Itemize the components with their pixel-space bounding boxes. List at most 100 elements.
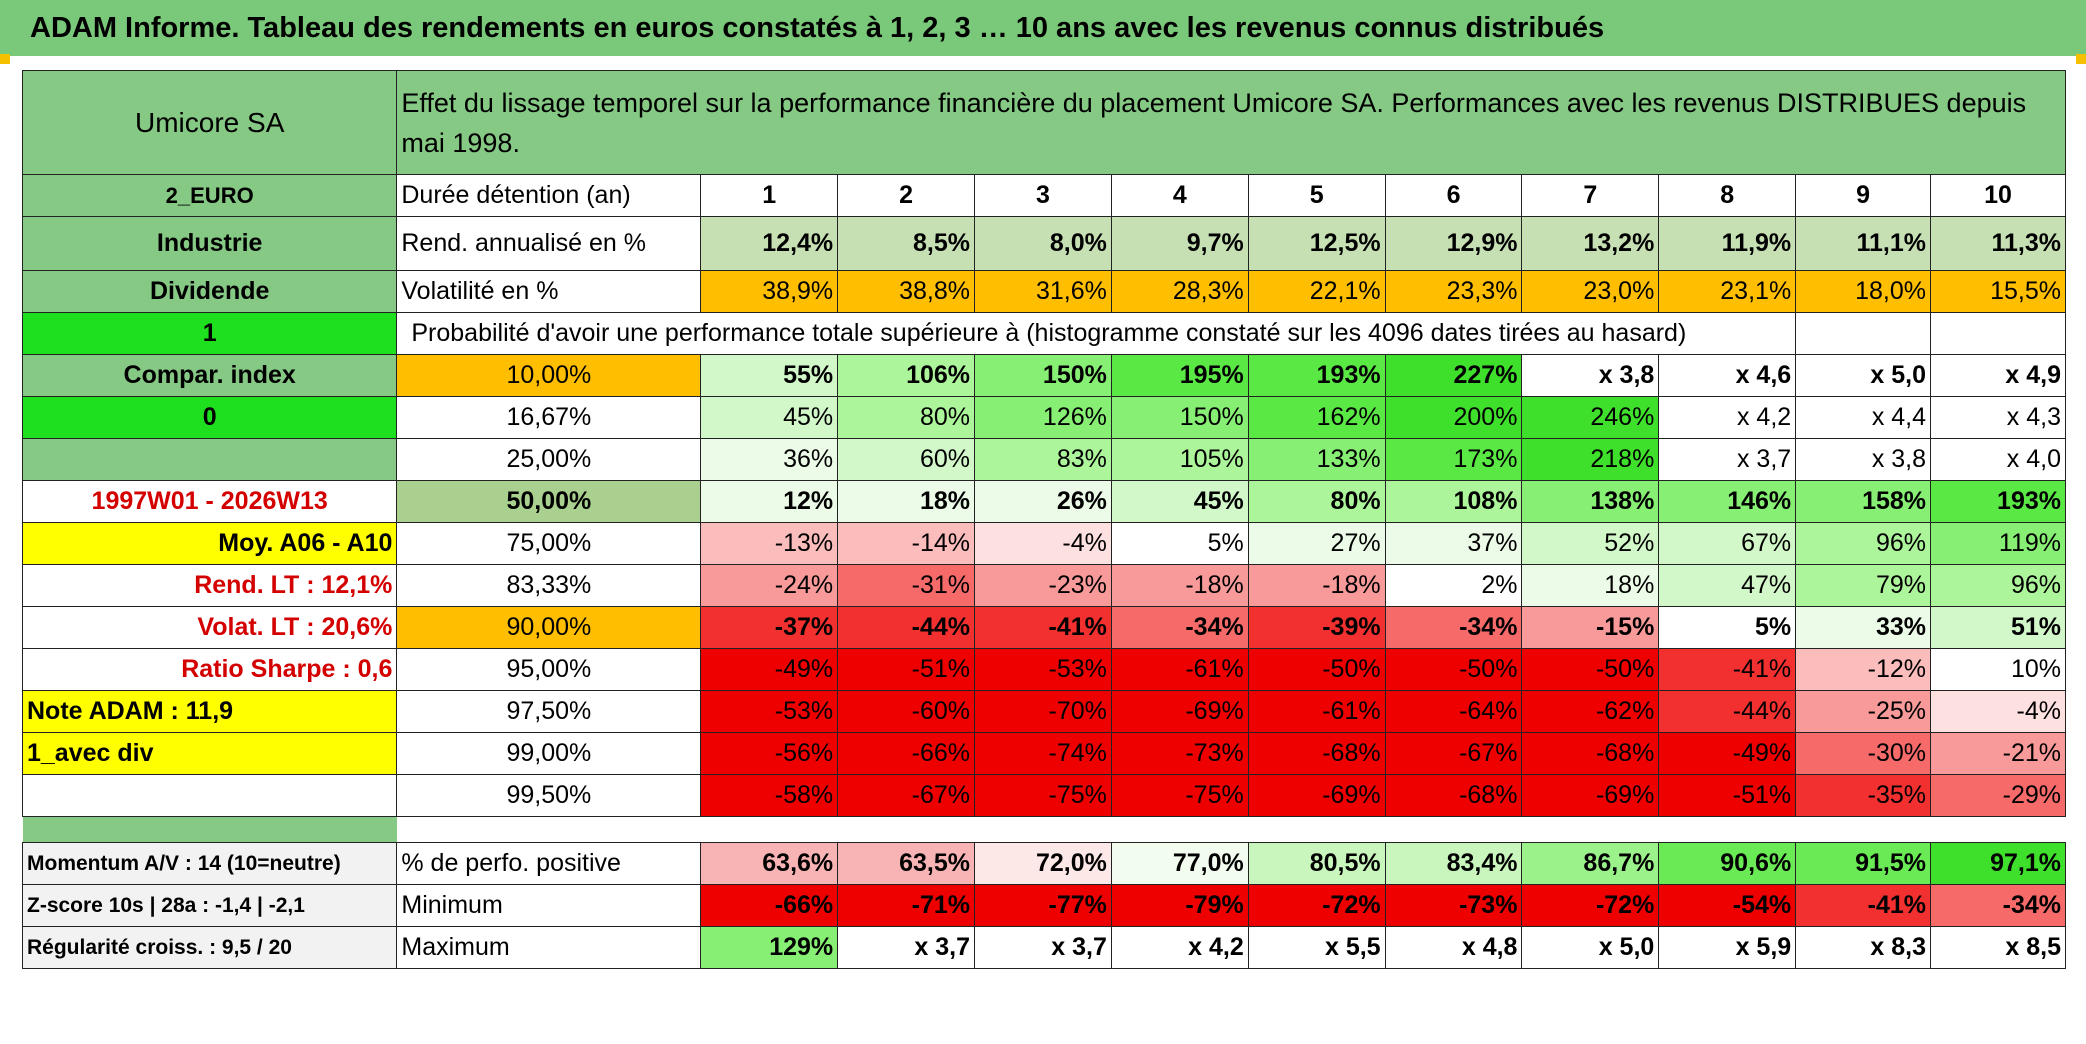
quantile-value: -12% <box>1795 648 1932 691</box>
gap-cell <box>975 817 1112 843</box>
positive-value: 72,0% <box>974 842 1112 885</box>
quantile-label: 16,67% <box>396 396 702 439</box>
quantile-value: x 4,6 <box>1658 354 1797 397</box>
adam-score: Note ADAM : 11,9 <box>21 690 398 733</box>
maximum-value: x 3,7 <box>974 926 1112 969</box>
quantile-value: -49% <box>700 648 839 691</box>
quantile-value: -31% <box>837 564 976 607</box>
annualized-value: 8,5% <box>837 216 976 271</box>
minimum-value: -34% <box>1930 884 2066 927</box>
duration-row: 2_EURO Durée détention (an) 1 2 3 4 5 6 7 8 9 10 <box>21 174 2066 217</box>
positive-value: 97,1% <box>1930 842 2066 885</box>
probability-row: 1 Probabilité d'avoir une performance tot… <box>21 312 2066 355</box>
duration-year: 1 <box>700 174 839 217</box>
quantile-value: -41% <box>974 606 1112 649</box>
gap-cell <box>1659 817 1796 843</box>
quantile-value: 55% <box>700 354 839 397</box>
maximum-value: 129% <box>700 926 839 969</box>
quantile-value: 60% <box>837 438 976 481</box>
quantile-value: -4% <box>974 522 1112 565</box>
quantile-value: 27% <box>1247 522 1386 565</box>
gap-cell <box>1385 817 1522 843</box>
quantile-value: 80% <box>1247 480 1386 523</box>
annualized-value: 12,4% <box>700 216 839 271</box>
gap-row <box>22 816 2066 843</box>
empty-cell <box>1795 312 1932 355</box>
quantile-value: 18% <box>1521 564 1660 607</box>
distribution-label: Dividende <box>21 270 398 313</box>
quantile-value: -58% <box>700 774 839 817</box>
quantile-row: 25,00% 36% 60% 83% 105% 133% 173% 218% x 3,7 x 3,… <box>21 438 2066 481</box>
quantile-value: 52% <box>1521 522 1660 565</box>
quantile-value: -44% <box>837 606 976 649</box>
flag-one: 1 <box>21 312 398 355</box>
positive-value: 86,7% <box>1521 842 1660 885</box>
zscore-label: Z-score 10s | 28a : -1,4 | -2,1 <box>21 884 398 927</box>
duration-year: 9 <box>1795 174 1932 217</box>
annualized-row: Industrie Rend. annualisé en % 12,4% 8,5% 8,… <box>21 216 2066 271</box>
quantile-value: -70% <box>974 690 1112 733</box>
volatility-value: 28,3% <box>1110 270 1249 313</box>
quantile-value: 218% <box>1521 438 1660 481</box>
quantile-label: 10,00% <box>396 354 702 397</box>
quantile-value: -18% <box>1110 564 1249 607</box>
annualized-value: 8,0% <box>974 216 1112 271</box>
quantile-value: 133% <box>1247 438 1386 481</box>
quantile-value: x 4,2 <box>1658 396 1797 439</box>
empty-side-cell <box>21 774 398 817</box>
positive-value: 91,5% <box>1795 842 1932 885</box>
positive-value: 80,5% <box>1247 842 1386 885</box>
quantile-row: 99,50% -58% -67% -75% -75% -69% -68% -69% -51% -3… <box>21 774 2066 817</box>
quantile-value: 5% <box>1658 606 1797 649</box>
volatility-value: 23,3% <box>1384 270 1523 313</box>
volatility-value: 38,8% <box>837 270 976 313</box>
quantile-value: 47% <box>1658 564 1797 607</box>
minimum-value: -79% <box>1110 884 1249 927</box>
volatility-value: 23,0% <box>1521 270 1660 313</box>
minimum-value: -72% <box>1247 884 1386 927</box>
quantile-label: 75,00% <box>396 522 702 565</box>
quantile-value: 246% <box>1521 396 1660 439</box>
quantile-value: -34% <box>1384 606 1523 649</box>
currency-label: 2_EURO <box>21 174 398 217</box>
duration-year: 10 <box>1930 174 2066 217</box>
annualized-value: 13,2% <box>1521 216 1660 271</box>
quantile-row: Ratio Sharpe : 0,6 95,00% -49% -51% -53% -61%… <box>21 648 2066 691</box>
quantile-value: 138% <box>1521 480 1660 523</box>
header-row: Umicore SA Effet du lissage temporel sur … <box>21 70 2066 175</box>
minimum-row: Z-score 10s | 28a : -1,4 | -2,1 Minimum -6… <box>21 884 2066 927</box>
quantile-label: 97,50% <box>396 690 702 733</box>
maximum-value: x 5,5 <box>1247 926 1386 969</box>
positive-value: 83,4% <box>1384 842 1523 885</box>
probability-title: Probabilité d'avoir une performance tota… <box>396 312 1797 355</box>
quantile-value: -24% <box>700 564 839 607</box>
empty-side-cell <box>21 438 398 481</box>
quantile-value: 96% <box>1930 564 2066 607</box>
average-label: Moy. A06 - A10 <box>21 522 398 565</box>
empty-cell <box>1930 312 2066 355</box>
gap-left <box>22 816 397 843</box>
volatility-value: 22,1% <box>1247 270 1386 313</box>
quantile-value: -44% <box>1658 690 1797 733</box>
quantile-value: 173% <box>1384 438 1523 481</box>
annualized-value: 9,7% <box>1110 216 1249 271</box>
duration-year: 7 <box>1521 174 1660 217</box>
quantile-value: x 3,7 <box>1658 438 1797 481</box>
quantile-row: 0 16,67% 45% 80% 126% 150% 162% 200% 246% x 4,2 x … <box>21 396 2066 439</box>
quantile-value: -37% <box>700 606 839 649</box>
volatility-value: 18,0% <box>1795 270 1932 313</box>
volatility-value: 38,9% <box>700 270 839 313</box>
annualized-label: Rend. annualisé en % <box>396 216 702 271</box>
quantile-row: Moy. A06 - A10 75,00% -13% -14% -4% 5% 27% 37% 5… <box>21 522 2066 565</box>
quantile-value: -74% <box>974 732 1112 775</box>
quantile-value: x 3,8 <box>1521 354 1660 397</box>
sector-label: Industrie <box>21 216 398 271</box>
quantile-value: -50% <box>1384 648 1523 691</box>
quantile-label: 95,00% <box>396 648 702 691</box>
quantile-value: -25% <box>1795 690 1932 733</box>
quantile-value: x 4,0 <box>1930 438 2066 481</box>
maximum-value: x 4,2 <box>1110 926 1249 969</box>
quantile-value: 67% <box>1658 522 1797 565</box>
quantile-row: Compar. index 10,00% 55% 106% 150% 195% 193% 22… <box>21 354 2066 397</box>
quantile-value: -75% <box>974 774 1112 817</box>
